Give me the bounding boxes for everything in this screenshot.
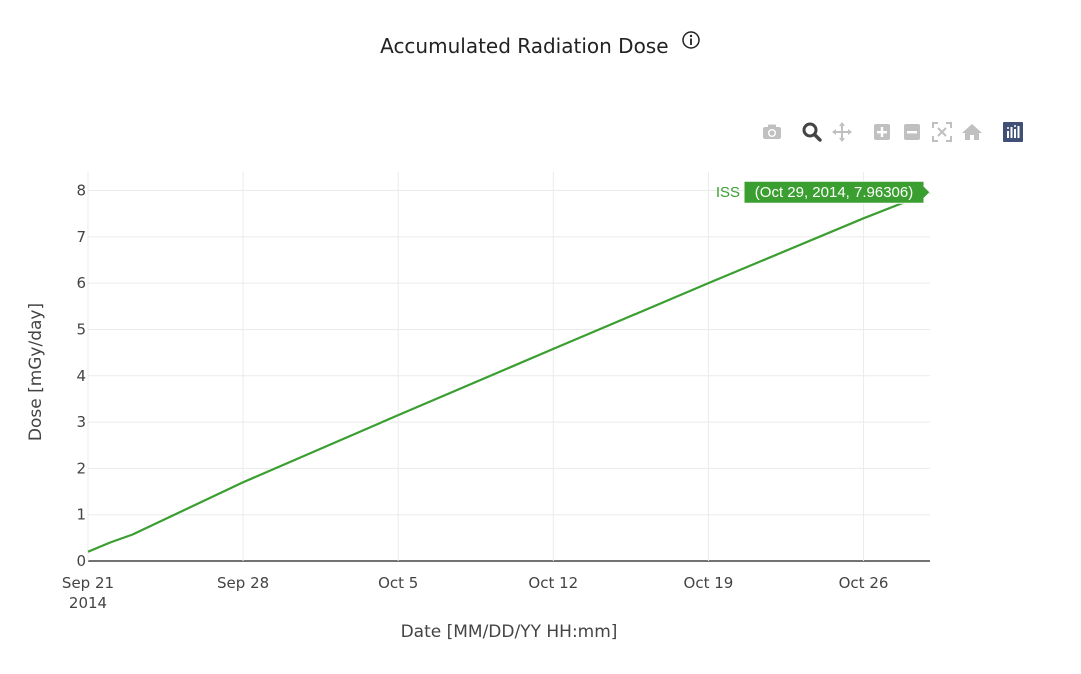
- series-line-iss[interactable]: [87, 191, 931, 553]
- y-tick-label: 8: [76, 182, 86, 200]
- zoom-icon[interactable]: [800, 120, 824, 144]
- x-tick-label: Sep 21: [62, 574, 114, 592]
- hover-box: [743, 180, 931, 204]
- y-tick-label: 7: [76, 228, 86, 246]
- y-tick-label: 3: [76, 413, 86, 431]
- y-tick-label: 2: [76, 459, 86, 477]
- y-axis-title: Dose [mGy/day]: [26, 303, 46, 441]
- hover-series-name: ISS: [716, 184, 740, 201]
- chart-title: Accumulated Radiation Dose: [380, 34, 669, 58]
- pan-icon[interactable]: [830, 120, 854, 144]
- plotly-logo-icon[interactable]: [1001, 120, 1025, 144]
- home-icon[interactable]: [960, 120, 984, 144]
- x-tick-label: Sep 28: [217, 574, 269, 592]
- y-tick-label: 5: [76, 320, 86, 338]
- x-tick-label: Oct 19: [684, 574, 734, 592]
- y-tick-label: 0: [76, 552, 86, 570]
- series-layer: [87, 191, 931, 553]
- y-tick-label: 4: [76, 367, 86, 385]
- info-icon[interactable]: [681, 30, 701, 55]
- x-axis-title: Date [MM/DD/YY HH:mm]: [401, 622, 618, 642]
- zoom-in-icon[interactable]: [870, 120, 894, 144]
- x-tick-label: Oct 5: [378, 574, 418, 592]
- chart-title-container: Accumulated Radiation Dose: [0, 30, 1081, 58]
- hover-label: (Oct 29, 2014, 7.96306) ISS: [716, 180, 931, 204]
- y-tick-label: 1: [76, 506, 86, 524]
- autoscale-icon[interactable]: [930, 120, 954, 144]
- hover-value-text: (Oct 29, 2014, 7.96306): [755, 184, 913, 201]
- tick-labels: 0 1 2 3 4 5 6 7 8 Sep 21 2014 Sep 28 Oct 5 Oct 12 Oct …: [62, 182, 888, 612]
- gridlines: [87, 172, 930, 562]
- y-tick-label: 6: [76, 274, 86, 292]
- x-tick-year-label: 2014: [69, 594, 107, 612]
- x-tick-label: Oct 26: [839, 574, 889, 592]
- x-tick-label: Oct 12: [528, 574, 578, 592]
- camera-icon[interactable]: [760, 120, 784, 144]
- zoom-out-icon[interactable]: [900, 120, 924, 144]
